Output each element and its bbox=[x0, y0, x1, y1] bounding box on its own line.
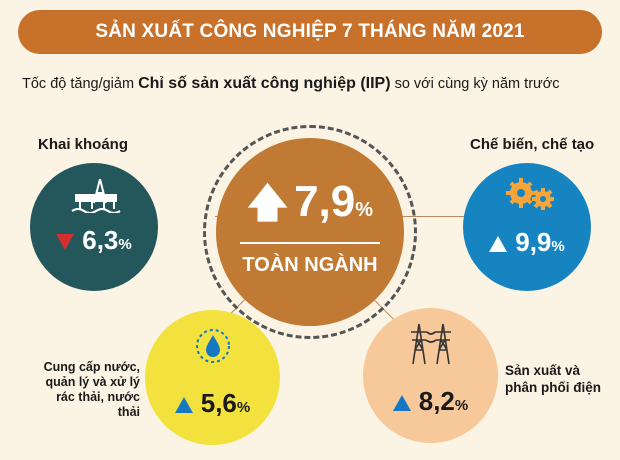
subtitle: Tốc độ tăng/giảm Chỉ số sản xuất công ng… bbox=[22, 75, 560, 93]
subtitle-part3: so với cùng kỳ năm trước bbox=[390, 76, 560, 92]
water-circle: 5,6% bbox=[145, 310, 280, 445]
mining-circle: 6,3% bbox=[30, 163, 158, 291]
power-number: 8,2 bbox=[418, 386, 455, 416]
total-unit: % bbox=[355, 199, 374, 221]
manufacturing-unit: % bbox=[551, 238, 565, 255]
total-label: TOÀN NGÀNH bbox=[242, 254, 378, 276]
manufacturing-value: 9,9% bbox=[463, 227, 591, 258]
gears-icon bbox=[506, 178, 554, 210]
water-label-line: Cung cấp nước, bbox=[43, 360, 140, 374]
page-title: SẢN XUẤT CÔNG NGHIỆP 7 THÁNG NĂM 2021 bbox=[95, 21, 525, 42]
arrow-up-icon: 🡅 bbox=[246, 181, 289, 225]
subtitle-part2: Chỉ số sản xuất công nghiệp (IIP) bbox=[138, 75, 391, 92]
triangle-down-icon bbox=[56, 234, 75, 251]
title-banner: SẢN XUẤT CÔNG NGHIỆP 7 THÁNG NĂM 2021 bbox=[18, 10, 602, 54]
manufacturing-circle: 9,9% bbox=[463, 163, 591, 291]
total-divider bbox=[240, 242, 380, 244]
total-number: 7,9 bbox=[294, 177, 356, 226]
water-number: 5,6 bbox=[200, 388, 237, 418]
total-value: 🡅 7,9% bbox=[216, 174, 404, 242]
subtitle-part1: Tốc độ tăng/giảm bbox=[22, 76, 139, 92]
triangle-up-icon bbox=[392, 395, 411, 412]
manufacturing-label: Chế biến, chế tạo bbox=[470, 136, 595, 153]
center-dashed-ring bbox=[203, 125, 417, 339]
mining-number: 6,3 bbox=[82, 225, 119, 255]
manufacturing-number: 9,9 bbox=[515, 227, 552, 257]
mining-unit: % bbox=[118, 236, 132, 253]
mining-value: 6,3% bbox=[30, 225, 158, 256]
triangle-up-icon bbox=[174, 397, 193, 414]
triangle-up-icon bbox=[489, 236, 508, 253]
water-label: Cung cấp nước, quản lý và xử lý rác thải… bbox=[40, 360, 140, 420]
water-drop-icon bbox=[196, 329, 230, 363]
mining-label: Khai khoáng bbox=[38, 136, 129, 153]
power-label-line: phân phối điện bbox=[505, 380, 601, 395]
total-circle: 🡅 7,9% TOÀN NGÀNH bbox=[216, 138, 404, 326]
power-label-line: Sản xuất và bbox=[505, 363, 581, 378]
water-label-line: quản lý và xử lý bbox=[45, 375, 140, 389]
water-label-line: rác thải, nước thải bbox=[56, 390, 140, 419]
oil-rig-icon bbox=[71, 178, 121, 213]
power-value: 8,2% bbox=[363, 386, 498, 417]
power-circle: 8,2% bbox=[363, 308, 498, 443]
power-unit: % bbox=[454, 397, 469, 414]
power-tower-icon bbox=[411, 323, 451, 365]
water-value: 5,6% bbox=[145, 388, 280, 419]
power-label: Sản xuất và phân phối điện bbox=[505, 362, 601, 396]
water-unit: % bbox=[236, 399, 251, 416]
